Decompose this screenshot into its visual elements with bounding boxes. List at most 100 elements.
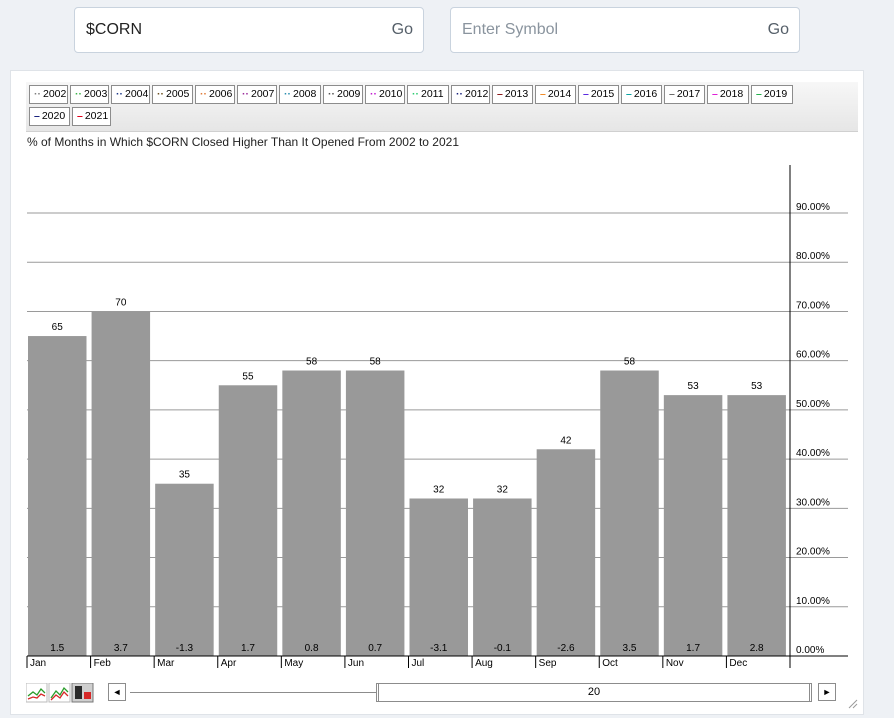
bar-value-label: 42 [560, 435, 572, 446]
scroll-track[interactable] [130, 692, 376, 693]
avg-change-label: 2.8 [750, 643, 764, 654]
legend-label: 2004 [125, 88, 149, 100]
legend-item-2016[interactable]: –2016 [621, 85, 662, 104]
bar[interactable] [536, 449, 596, 656]
legend-label: 2002 [43, 88, 67, 100]
bar-chart-icon[interactable] [71, 682, 94, 703]
y-tick-label: 50.00% [796, 399, 830, 410]
legend-label: 2010 [379, 88, 403, 100]
line-chart-icon[interactable] [25, 682, 48, 703]
legend-item-2006[interactable]: ·· 2006 [195, 85, 235, 104]
y-tick-label: 60.00% [796, 350, 830, 361]
bar[interactable] [28, 336, 87, 656]
y-tick-label: 20.00% [796, 547, 830, 558]
avg-change-label: 0.7 [368, 643, 382, 654]
legend-item-2005[interactable]: ·· 2005 [152, 85, 193, 104]
bar[interactable] [600, 370, 659, 656]
legend: ·· 2002 ·· 2003 ·· 2004 ·· 2005 ·· 2006 ·· 2007 ·· 20… [26, 82, 858, 132]
scroll-left-button[interactable]: ◄ [108, 683, 126, 701]
slider-right-grip[interactable] [809, 684, 812, 701]
bar-value-label: 58 [306, 357, 318, 368]
bar[interactable] [663, 395, 723, 656]
legend-item-2015[interactable]: –2015 [578, 85, 619, 104]
symbol-bar: $CORN Go Enter Symbol Go [0, 0, 894, 62]
chart-title: % of Months in Which $CORN Closed Higher… [27, 135, 459, 149]
legend-item-2020[interactable]: –2020 [29, 107, 70, 126]
bar[interactable] [282, 370, 341, 656]
symbol-input-value[interactable]: $CORN [86, 21, 143, 38]
year-range-slider[interactable]: 20 [376, 683, 812, 702]
legend-marker: ·· [284, 88, 291, 100]
x-tick-label: Jun [348, 658, 364, 669]
legend-marker: – [669, 88, 675, 100]
legend-item-2007[interactable]: ·· 2007 [237, 85, 277, 104]
x-tick-label: Oct [602, 658, 618, 669]
bar-value-label: 32 [497, 484, 509, 495]
legend-marker: ·· [34, 88, 41, 100]
bar[interactable] [473, 498, 532, 656]
bar[interactable] [91, 311, 151, 656]
avg-change-label: -3.1 [430, 643, 448, 654]
avg-change-label: -0.1 [494, 643, 512, 654]
symbol-input[interactable]: $CORN Go [74, 7, 424, 53]
legend-item-2017[interactable]: –2017 [664, 85, 705, 104]
legend-label: 2016 [633, 88, 658, 100]
resize-grip-icon[interactable] [846, 697, 858, 709]
legend-marker: ·· [412, 88, 419, 100]
bar[interactable] [345, 370, 405, 656]
legend-item-2008[interactable]: ·· 2008 [279, 85, 321, 104]
legend-item-2003[interactable]: ·· 2003 [70, 85, 109, 104]
legend-item-2012[interactable]: ·· 2012 [451, 85, 490, 104]
chart-type-icons-svg[interactable] [25, 682, 96, 703]
legend-marker: – [712, 88, 718, 100]
multi-line-icon[interactable] [48, 682, 71, 703]
legend-marker: – [756, 88, 762, 100]
legend-item-2019[interactable]: –2019 [751, 85, 793, 104]
legend-label: 2018 [719, 88, 744, 100]
bar[interactable] [218, 385, 278, 656]
legend-item-2011[interactable]: ·· 2011 [407, 85, 449, 104]
legend-item-2014[interactable]: –2014 [535, 85, 576, 104]
symbol-input-secondary[interactable]: Enter Symbol Go [450, 7, 800, 53]
legend-item-2002[interactable]: ·· 2002 [29, 85, 68, 104]
avg-change-label: -1.3 [176, 643, 194, 654]
x-tick-label: May [284, 658, 303, 669]
bar[interactable] [155, 483, 214, 656]
bar-value-label: 53 [688, 381, 700, 392]
avg-change-label: 1.5 [50, 643, 64, 654]
slider-left-grip[interactable] [376, 684, 379, 701]
legend-label: 2020 [41, 110, 66, 122]
x-tick-label: Dec [729, 658, 747, 669]
avg-change-label: 1.7 [241, 643, 255, 654]
legend-marker: – [77, 110, 83, 122]
y-tick-label: 0.00% [796, 645, 824, 656]
x-tick-label: Jul [412, 658, 425, 669]
x-tick-label: Sep [539, 658, 557, 669]
scroll-right-button[interactable]: ► [818, 683, 836, 701]
symbol-input-placeholder[interactable]: Enter Symbol [462, 21, 559, 38]
legend-item-2004[interactable]: ·· 2004 [111, 85, 150, 104]
bar-value-label: 58 [370, 357, 382, 368]
legend-marker: ·· [242, 88, 249, 100]
chart-type-icons[interactable] [25, 682, 96, 703]
legend-item-2018[interactable]: –2018 [707, 85, 749, 104]
bar-value-label: 53 [751, 381, 763, 392]
legend-marker: ·· [200, 88, 207, 100]
legend-marker: ·· [456, 88, 463, 100]
avg-change-label: -2.6 [557, 643, 575, 654]
x-tick-label: Nov [666, 658, 684, 669]
avg-change-label: 0.8 [305, 643, 319, 654]
legend-item-2010[interactable]: ·· 2010 [365, 85, 405, 104]
legend-item-2013[interactable]: –2013 [492, 85, 533, 104]
go-button-secondary[interactable]: Go [767, 21, 789, 38]
go-button[interactable]: Go [391, 21, 413, 38]
legend-item-2021[interactable]: –2021 [72, 107, 111, 126]
legend-label: 2017 [676, 88, 701, 100]
legend-marker: ·· [75, 88, 82, 100]
legend-item-2009[interactable]: ·· 2009 [323, 85, 363, 104]
bar[interactable] [409, 498, 468, 656]
legend-label: 2011 [421, 88, 444, 100]
legend-label: 2007 [251, 88, 275, 100]
bar[interactable] [727, 395, 786, 656]
